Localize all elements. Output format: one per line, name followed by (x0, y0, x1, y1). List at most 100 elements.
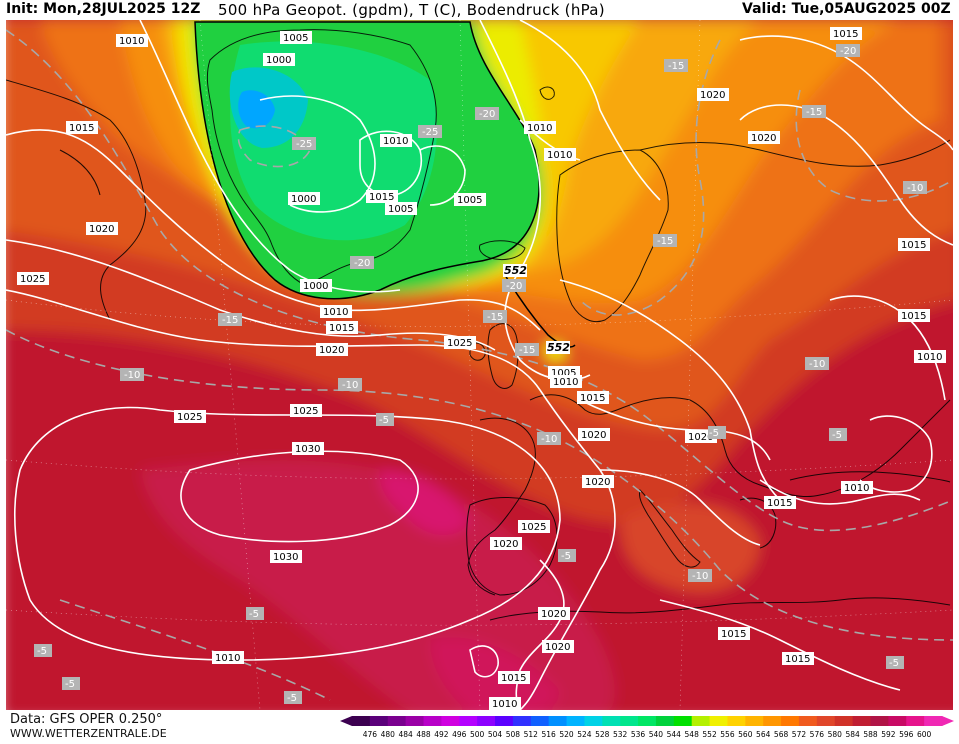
pressure-label: 1010 (320, 305, 352, 318)
temperature-label: -5 (886, 656, 904, 669)
legend-tick-label: 476 (363, 730, 378, 739)
pressure-label: 1020 (542, 640, 574, 653)
legend-swatch (459, 716, 478, 726)
svg-text:1015: 1015 (767, 498, 792, 509)
temperature-label: -20 (475, 107, 499, 120)
pressure-label: 1015 (577, 391, 609, 404)
svg-text:1020: 1020 (89, 224, 114, 235)
svg-text:1005: 1005 (283, 33, 308, 44)
legend-swatch (870, 716, 889, 726)
pressure-label: 1010 (544, 148, 576, 161)
svg-text:1020: 1020 (581, 430, 606, 441)
pressure-label: 1015 (898, 238, 930, 251)
svg-text:1020: 1020 (700, 90, 725, 101)
svg-text:1025: 1025 (20, 274, 45, 285)
svg-text:1015: 1015 (901, 240, 926, 251)
temperature-label: -25 (292, 137, 316, 150)
pressure-label: 1005 (454, 193, 486, 206)
init-time: Init: Mon,28JUL2025 12Z (6, 1, 201, 17)
legend-tick-label: 588 (863, 730, 878, 739)
geopotential-label: 552 (503, 264, 527, 277)
legend-tick-label: 568 (774, 730, 789, 739)
pressure-label: 1010 (550, 375, 582, 388)
legend-tick-label: 488 (416, 730, 431, 739)
pressure-label: 1020 (538, 607, 570, 620)
svg-text:1025: 1025 (521, 522, 546, 533)
legend-swatch (834, 716, 854, 726)
legend-swatch (691, 716, 711, 726)
pressure-label: 1020 (697, 88, 729, 101)
svg-text:-5: -5 (37, 646, 47, 657)
svg-text:1010: 1010 (844, 483, 869, 494)
svg-text:-20: -20 (354, 258, 370, 269)
svg-text:-15: -15 (519, 345, 535, 356)
weather-map: 1010 1005 1000 1015 1020 1025 1010 1010 … (6, 20, 953, 710)
legend-swatch (602, 716, 621, 726)
pressure-label: 1000 (300, 279, 332, 292)
legend-tick-label: 600 (917, 730, 932, 739)
svg-text:-15: -15 (657, 236, 673, 247)
svg-text:1000: 1000 (291, 194, 316, 205)
svg-text:1025: 1025 (447, 338, 472, 349)
svg-text:-5: -5 (832, 430, 842, 441)
svg-text:-20: -20 (840, 46, 856, 57)
legend-swatch (727, 716, 746, 726)
svg-text:1010: 1010 (119, 36, 144, 47)
svg-text:1020: 1020 (319, 345, 344, 356)
temperature-label: -20 (836, 44, 860, 57)
pressure-label: 1015 (366, 190, 398, 203)
svg-text:1010: 1010 (383, 136, 408, 147)
svg-text:1020: 1020 (545, 642, 570, 653)
color-legend: 476 480 484 488 492 496 500 504 508 512 516 520 524 5… (338, 714, 956, 740)
pressure-label: 1025 (518, 520, 550, 533)
temperature-label: -25 (418, 125, 442, 138)
svg-text:-5: -5 (379, 415, 389, 426)
legend-tick-label: 564 (756, 730, 771, 739)
svg-text:1015: 1015 (329, 323, 354, 334)
pressure-label: 1010 (914, 350, 946, 363)
legend-swatch (477, 716, 496, 726)
temperature-label: -5 (246, 607, 264, 620)
svg-text:1015: 1015 (369, 192, 394, 203)
svg-text:1025: 1025 (177, 412, 202, 423)
svg-text:1015: 1015 (721, 629, 746, 640)
svg-text:1015: 1015 (833, 29, 858, 40)
legend-arrow-low (340, 716, 352, 726)
legend-tick-label: 584 (845, 730, 860, 739)
legend-swatch (512, 716, 532, 726)
svg-text:1020: 1020 (688, 432, 713, 443)
svg-text:1010: 1010 (323, 307, 348, 318)
legend-tick-label: 592 (881, 730, 896, 739)
svg-text:1005: 1005 (457, 195, 482, 206)
legend-swatch (369, 716, 389, 726)
legend-swatch (888, 716, 907, 726)
temperature-label: -15 (664, 59, 688, 72)
legend-swatch (530, 716, 550, 726)
temperature-label: -15 (802, 105, 826, 118)
legend-tick-label: 540 (649, 730, 664, 739)
legend-swatch (798, 716, 818, 726)
svg-text:1025: 1025 (293, 406, 318, 417)
svg-text:1010: 1010 (527, 123, 552, 134)
pressure-label: 1025 (174, 410, 206, 423)
svg-text:1020: 1020 (585, 477, 610, 488)
svg-text:1010: 1010 (553, 377, 578, 388)
legend-tick-label: 548 (685, 730, 700, 739)
svg-text:-5: -5 (249, 609, 259, 620)
legend-tick-label: 536 (631, 730, 646, 739)
svg-text:1030: 1030 (273, 552, 298, 563)
legend-tick-label: 528 (595, 730, 610, 739)
legend-arrow-high (942, 716, 954, 726)
temperature-label: -5 (34, 644, 52, 657)
svg-text:1020: 1020 (541, 609, 566, 620)
temperature-label: -10 (338, 378, 362, 391)
temperature-label: -10 (537, 432, 561, 445)
map-title: 500 hPa Geopot. (gpdm), T (C), Bodendruc… (218, 1, 605, 19)
svg-text:552: 552 (504, 264, 527, 277)
svg-text:-25: -25 (296, 139, 312, 150)
svg-text:-5: -5 (287, 693, 297, 704)
pressure-label: 1015 (898, 309, 930, 322)
legend-swatch (816, 716, 836, 726)
legend-tick-label: 512 (524, 730, 539, 739)
website: WWW.WETTERZENTRALE.DE (10, 727, 167, 740)
